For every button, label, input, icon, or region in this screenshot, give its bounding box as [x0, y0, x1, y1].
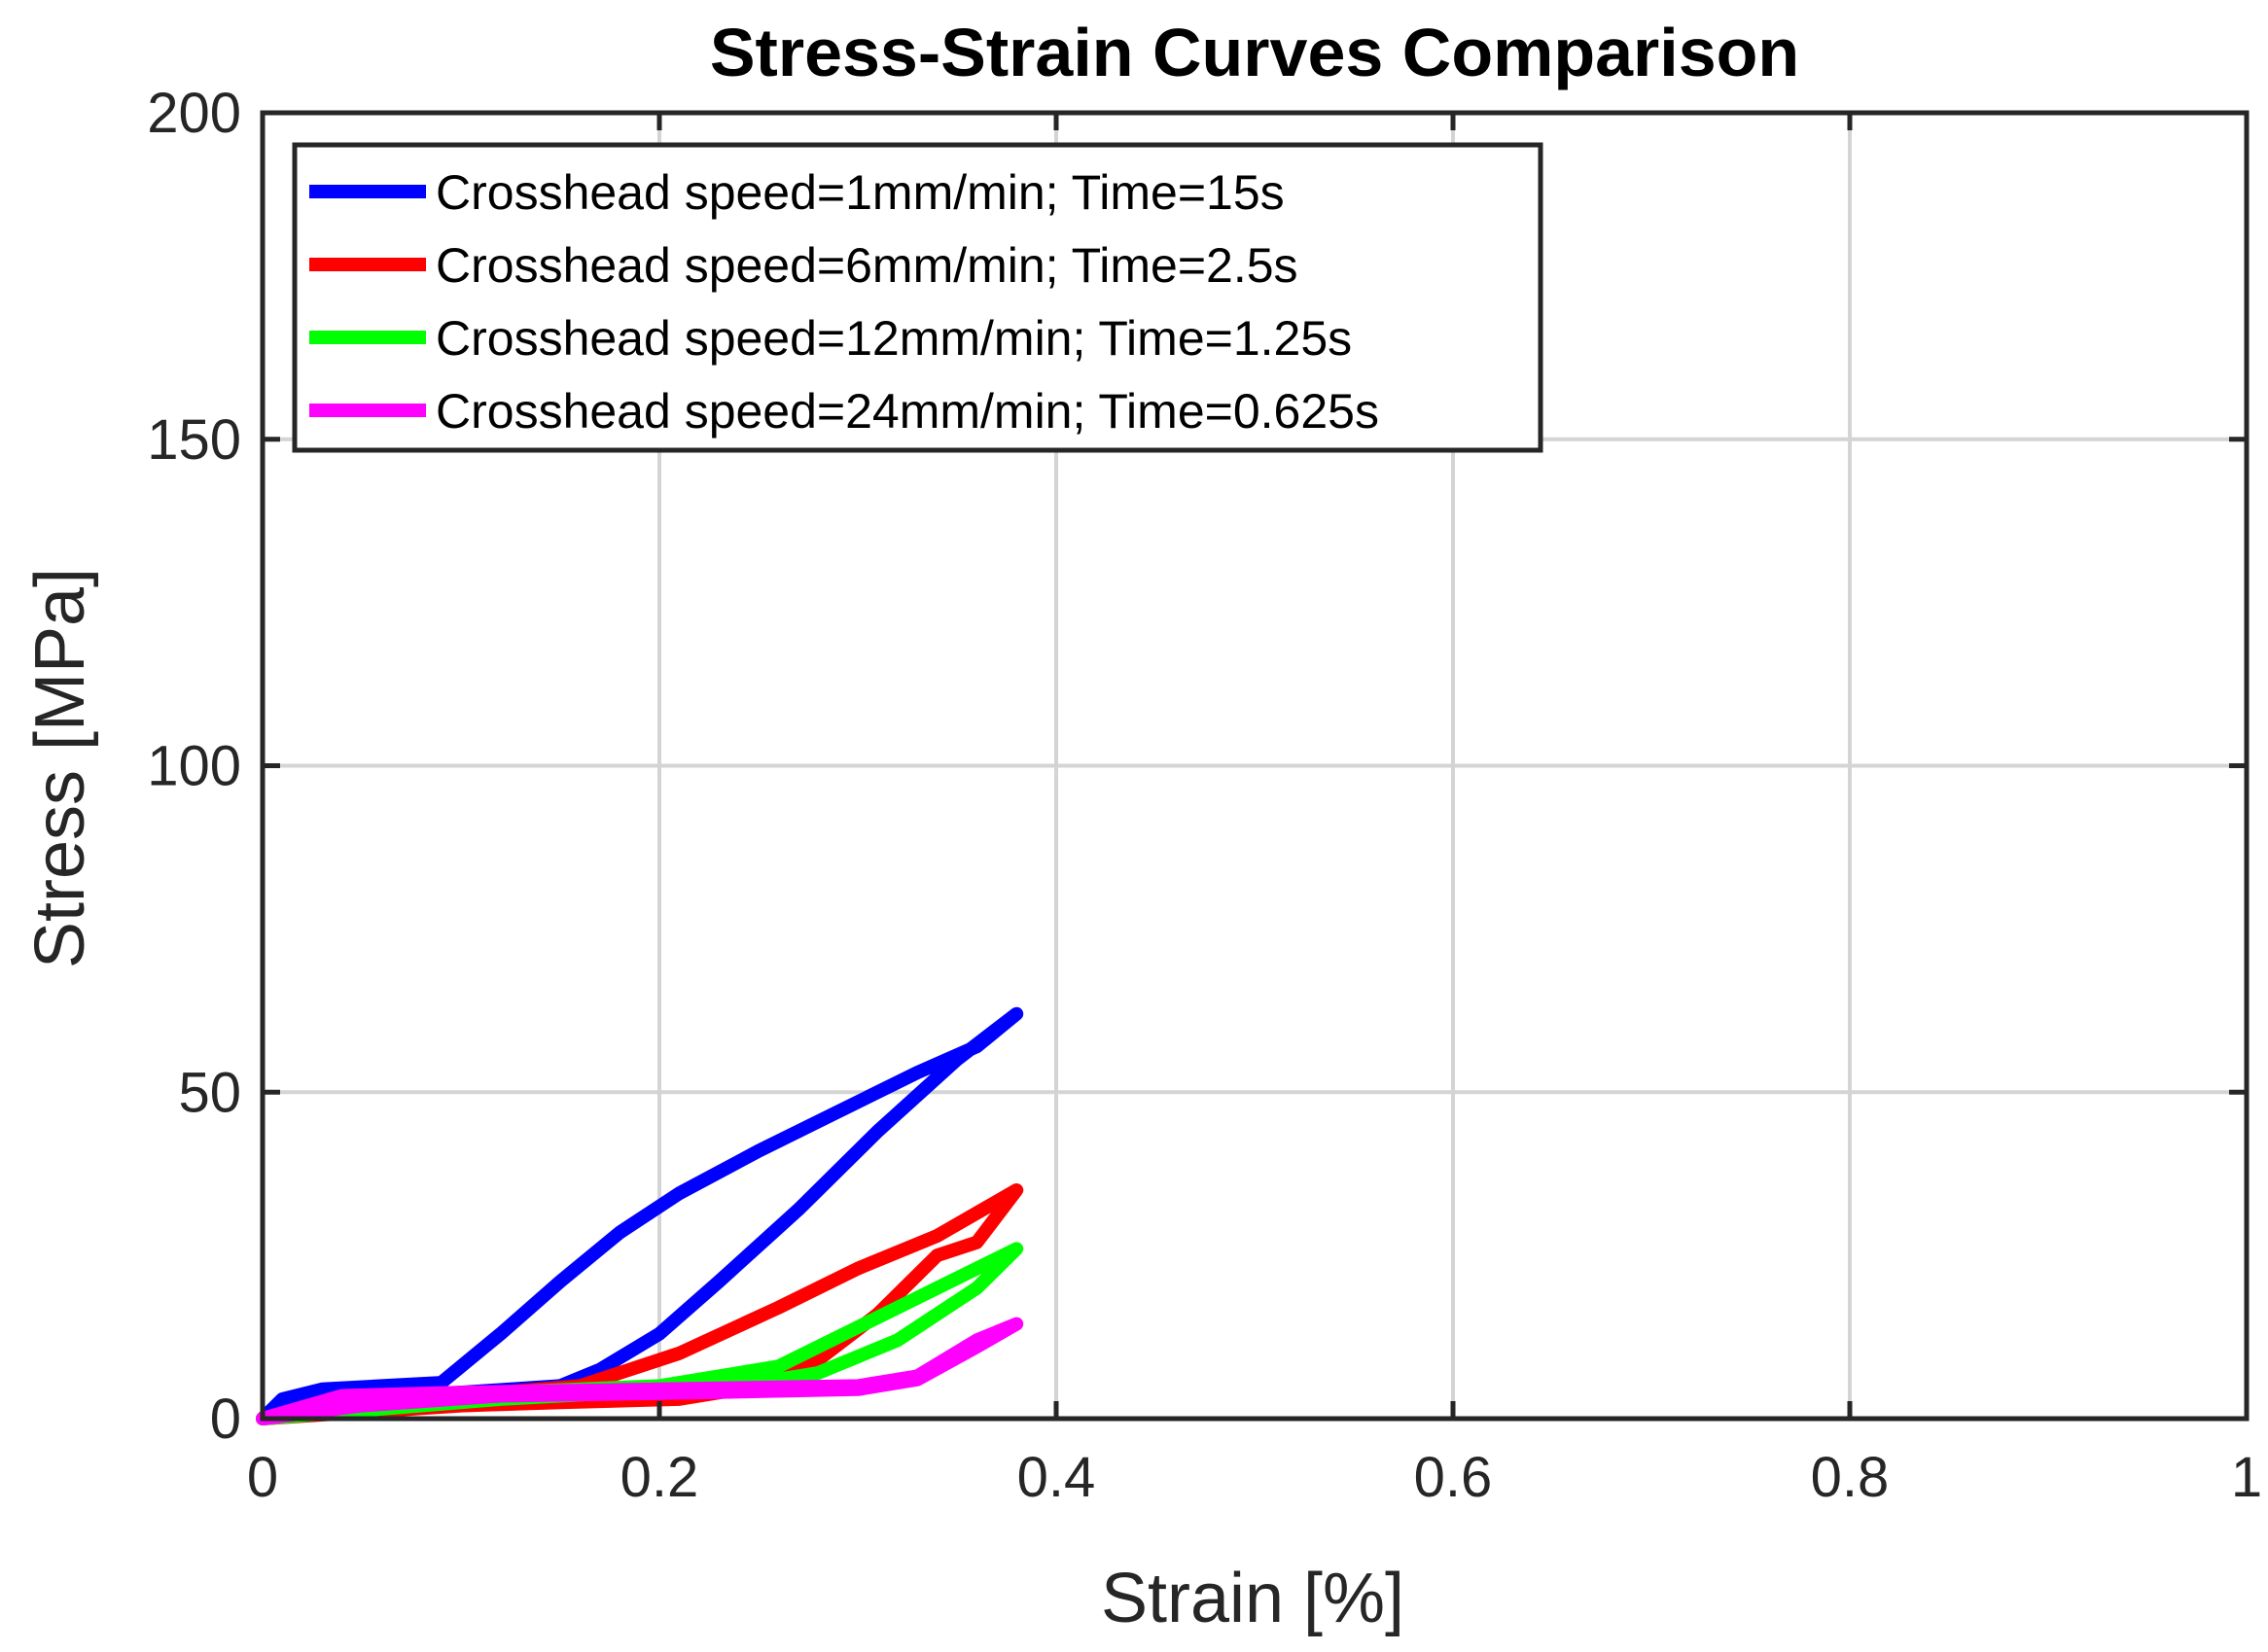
y-axis-label: Stress [MPa]	[21, 568, 99, 968]
x-tick-label: 1	[2231, 1446, 2262, 1509]
y-tick-label: 150	[147, 408, 241, 472]
x-tick-label: 0.8	[1811, 1446, 1890, 1509]
legend-label-3: Crosshead speed=12mm/min; Time=1.25s	[436, 311, 1352, 366]
legend-label-1: Crosshead speed=1mm/min; Time=15s	[436, 165, 1285, 220]
x-tick-label: 0.2	[620, 1446, 699, 1509]
x-tick-label: 0.6	[1414, 1446, 1493, 1509]
x-tick-label: 0	[247, 1446, 278, 1509]
data-series	[256, 1006, 1024, 1425]
x-axis-label: Strain [%]	[1101, 1560, 1404, 1637]
axis-ticks	[260, 110, 2250, 1422]
legend-box	[292, 142, 1543, 453]
y-tick-label: 0	[210, 1388, 241, 1451]
series-line-4	[256, 1317, 1024, 1425]
legend-label-4: Crosshead speed=24mm/min; Time=0.625s	[436, 384, 1379, 439]
legend-label-2: Crosshead speed=6mm/min; Time=2.5s	[436, 238, 1298, 293]
legend: Crosshead speed=1mm/min; Time=15s Crosshe…	[292, 142, 1543, 453]
y-tick-label: 200	[147, 82, 241, 145]
chart-title: Stress-Strain Curves Comparison	[710, 15, 1799, 90]
y-tick-label: 50	[178, 1061, 241, 1124]
x-tick-label: 0.4	[1017, 1446, 1096, 1509]
y-tick-label: 100	[147, 735, 241, 798]
